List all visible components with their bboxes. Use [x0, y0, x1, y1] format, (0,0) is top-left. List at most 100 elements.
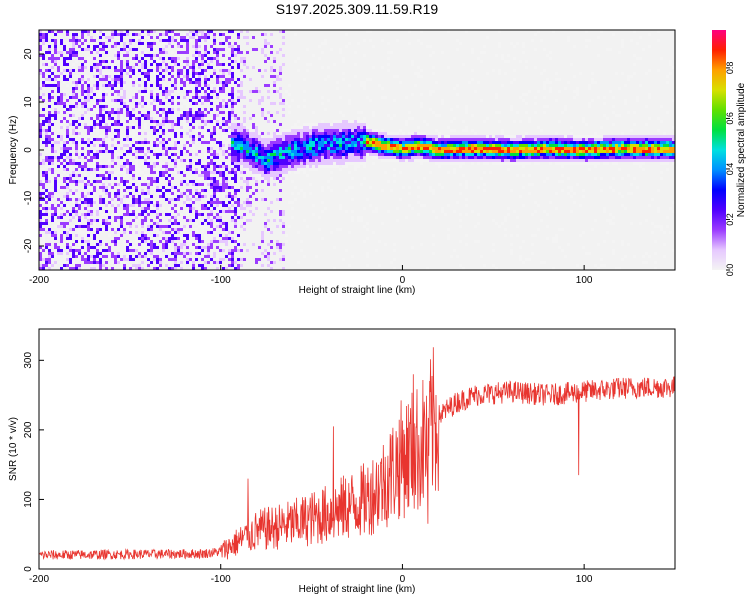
- spectrogram-cell: [465, 153, 468, 156]
- spectrogram-cell: [93, 75, 96, 78]
- spectrogram-cell: [39, 135, 42, 138]
- spectrogram-cell: [282, 36, 285, 39]
- spectrogram-cell: [279, 156, 282, 159]
- spectrogram-cell: [99, 240, 102, 243]
- spectrogram-cell: [39, 177, 42, 180]
- spectrogram-cell: [213, 30, 216, 33]
- spectrogram-cell: [396, 150, 399, 153]
- spectrogram-cell: [486, 162, 489, 165]
- spectrogram-cell: [183, 33, 186, 36]
- spectrogram-cell: [495, 156, 498, 159]
- spectrogram-cell: [261, 33, 264, 36]
- spectrogram-cell: [183, 225, 186, 228]
- spectrogram-cell: [150, 96, 153, 99]
- spectrogram-cell: [72, 258, 75, 261]
- spectrogram-cell: [126, 258, 129, 261]
- spectrogram-cell: [39, 216, 42, 219]
- spectrogram-cell: [96, 93, 99, 96]
- spectrogram-cell: [228, 57, 231, 60]
- spectrogram-cell: [444, 162, 447, 165]
- spectrogram-cell: [420, 159, 423, 162]
- spectrogram-cell: [123, 210, 126, 213]
- spectrogram-cell: [195, 183, 198, 186]
- spectrogram-cell: [72, 252, 75, 255]
- spectrogram-cell: [138, 111, 141, 114]
- spectrogram-cell: [219, 165, 222, 168]
- spectrogram-cell: [321, 162, 324, 165]
- spectrogram-cell: [231, 198, 234, 201]
- spectrogram-cell: [180, 192, 183, 195]
- spectrogram-cell: [375, 138, 378, 141]
- spectrogram-cell: [282, 42, 285, 45]
- spectrogram-cell: [372, 144, 375, 147]
- spectrogram-cell: [105, 105, 108, 108]
- spectrogram-cell: [252, 168, 255, 171]
- spectrogram-cell: [240, 123, 243, 126]
- spectrogram-cell: [342, 141, 345, 144]
- spectrogram-cell: [486, 147, 489, 150]
- spectrogram-cell: [105, 165, 108, 168]
- spectrogram-cell: [297, 105, 300, 108]
- spectrogram-cell: [144, 243, 147, 246]
- spectrogram-cell: [267, 168, 270, 171]
- spectrogram-cell: [234, 96, 237, 99]
- spectrogram-cell: [459, 150, 462, 153]
- spectrogram-cell: [222, 165, 225, 168]
- spectrogram-cell: [288, 105, 291, 108]
- spectrogram-cell: [255, 171, 258, 174]
- spectrogram-cell: [393, 180, 396, 183]
- spectrogram-cell: [153, 267, 156, 270]
- spectrogram-cell: [147, 201, 150, 204]
- spectrogram-cell: [366, 198, 369, 201]
- spectrogram-cell: [429, 186, 432, 189]
- spectrogram-cell: [120, 264, 123, 267]
- spectrogram-cell: [279, 219, 282, 222]
- spectrogram-cell: [87, 126, 90, 129]
- spectrogram-cell: [126, 168, 129, 171]
- spectrogram-cell: [39, 255, 42, 258]
- spectrogram-cell: [252, 123, 255, 126]
- spectrogram-cell: [222, 39, 225, 42]
- spectrogram-cell: [42, 63, 45, 66]
- spectrogram-cell: [99, 69, 102, 72]
- spectrogram-cell: [147, 156, 150, 159]
- spectrogram-cell: [285, 141, 288, 144]
- spectrogram-cell: [66, 42, 69, 45]
- spectrogram-cell: [162, 33, 165, 36]
- spectrogram-cell: [303, 150, 306, 153]
- spectrogram-cell: [81, 192, 84, 195]
- spectrogram-cell: [261, 114, 264, 117]
- spectrogram-cell: [99, 60, 102, 63]
- spectrogram-cell: [264, 156, 267, 159]
- spectrogram-cell: [57, 99, 60, 102]
- spectrogram-cell: [126, 114, 129, 117]
- spectrogram-cell: [84, 213, 87, 216]
- spectrogram-cell: [465, 108, 468, 111]
- spectrogram-cell: [48, 168, 51, 171]
- spectrogram-cell: [117, 108, 120, 111]
- spectrogram-cell: [474, 159, 477, 162]
- spectrogram-cell: [78, 225, 81, 228]
- spectrogram-cell: [405, 216, 408, 219]
- spectrogram-cell: [168, 96, 171, 99]
- spectrogram-cell: [147, 75, 150, 78]
- spectrogram-cell: [498, 30, 501, 33]
- spectrogram-cell: [51, 84, 54, 87]
- spectrogram-cell: [183, 120, 186, 123]
- spectrogram-cell: [69, 147, 72, 150]
- spectrogram-cell: [117, 60, 120, 63]
- spectrogram-cell: [474, 240, 477, 243]
- spectrogram-cell: [462, 174, 465, 177]
- spectrogram-cell: [396, 39, 399, 42]
- spectrogram-cell: [453, 168, 456, 171]
- spectrogram-cell: [141, 105, 144, 108]
- spectrogram-cell: [114, 138, 117, 141]
- spectrogram-cell: [234, 261, 237, 264]
- spectrogram-cell: [60, 201, 63, 204]
- spectrogram-cell: [369, 186, 372, 189]
- spectrogram-cell: [456, 144, 459, 147]
- spectrogram-cell: [93, 219, 96, 222]
- spectrogram-cell: [99, 165, 102, 168]
- spectrogram-cell: [327, 159, 330, 162]
- spectrogram-cell: [231, 186, 234, 189]
